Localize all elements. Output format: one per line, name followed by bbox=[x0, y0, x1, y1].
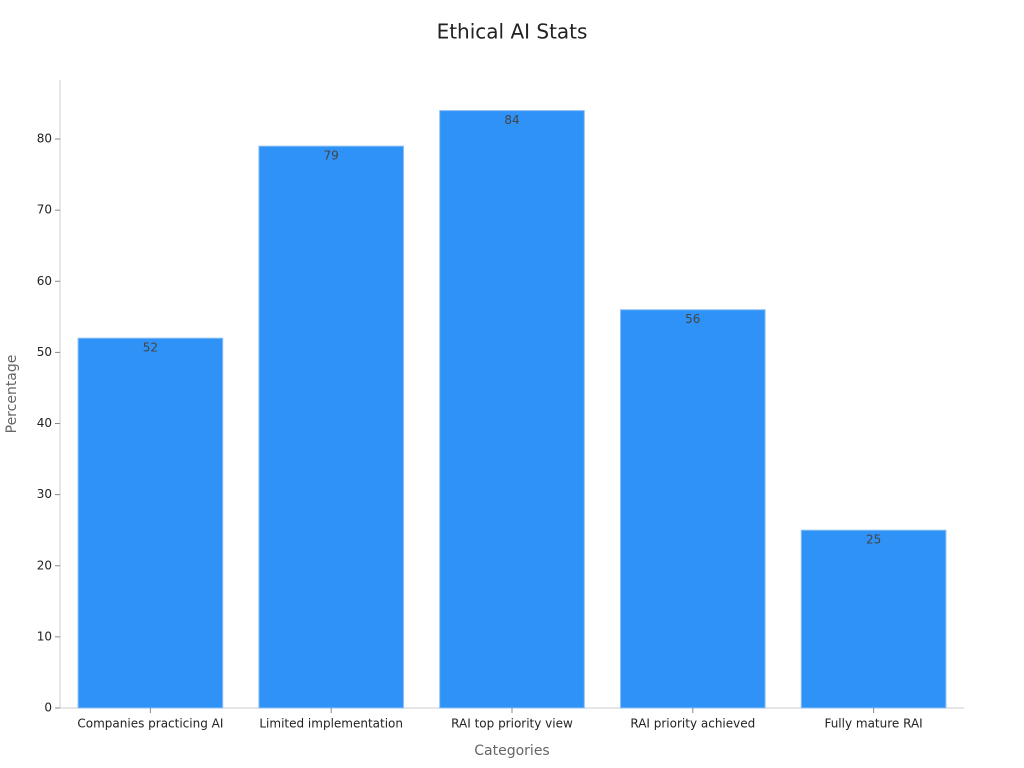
bar bbox=[258, 145, 405, 709]
x-tick-label: Limited implementation bbox=[259, 717, 403, 731]
y-tick-label: 10 bbox=[37, 629, 52, 643]
x-tick-label: Fully mature RAI bbox=[824, 717, 922, 731]
data-label: 52 bbox=[143, 341, 158, 355]
data-label: 79 bbox=[324, 149, 339, 163]
x-tick-label: RAI priority achieved bbox=[630, 717, 755, 731]
bar bbox=[800, 529, 947, 709]
bar bbox=[77, 337, 224, 709]
chart-title: Ethical AI Stats bbox=[437, 20, 588, 44]
y-tick-label: 30 bbox=[37, 487, 52, 501]
y-tick-label: 0 bbox=[44, 701, 52, 715]
data-label: 56 bbox=[685, 312, 700, 326]
x-tick-label: RAI top priority view bbox=[451, 717, 573, 731]
y-tick-label: 60 bbox=[37, 274, 52, 288]
bar bbox=[619, 309, 766, 709]
x-axis-title: Categories bbox=[474, 743, 549, 759]
bar bbox=[439, 110, 585, 709]
y-tick-label: 70 bbox=[37, 203, 52, 217]
y-tick-label: 40 bbox=[37, 416, 52, 430]
data-label: 25 bbox=[866, 533, 881, 547]
y-tick-label: 50 bbox=[37, 345, 52, 359]
data-label: 84 bbox=[504, 113, 519, 127]
y-axis-title: Percentage bbox=[4, 355, 20, 434]
y-tick-label: 80 bbox=[37, 132, 52, 146]
x-tick-label: Companies practicing AI bbox=[77, 717, 223, 731]
y-tick-label: 20 bbox=[37, 558, 52, 572]
